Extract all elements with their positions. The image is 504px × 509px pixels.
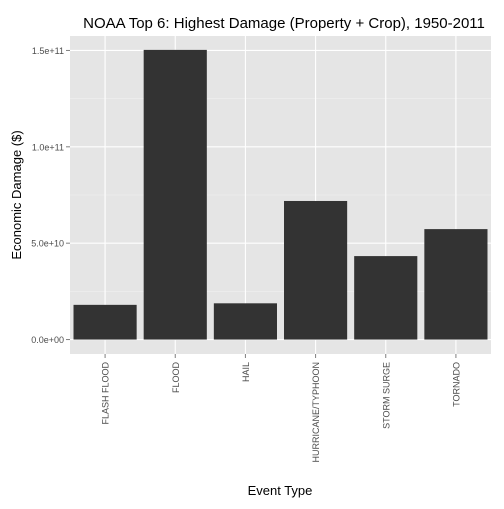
x-tick-label: FLOOD: [171, 362, 181, 394]
x-tick-label: FLASH FLOOD: [101, 362, 111, 425]
bar: [73, 304, 137, 340]
x-tick-label: HAIL: [241, 362, 251, 382]
y-tick-label: 1.0e+11: [32, 142, 64, 152]
bars: [73, 49, 488, 340]
y-tick-label: 5.0e+10: [31, 239, 64, 249]
x-tick-label: HURRICANE/TYPHOON: [311, 362, 321, 463]
bar: [143, 49, 207, 340]
bar: [284, 200, 348, 340]
y-axis: 0.0e+00 5.0e+10 1.0e+11 1.5e+11: [31, 46, 70, 345]
x-tick-label: TORNADO: [451, 362, 461, 407]
bar: [354, 256, 418, 340]
x-axis: FLASH FLOOD FLOOD HAIL HURRICANE/TYPHOON STO…: [101, 354, 461, 463]
chart-title: NOAA Top 6: Highest Damage (Property + C…: [83, 15, 485, 32]
x-tick-label: STORM SURGE: [381, 362, 391, 429]
bar: [213, 303, 277, 340]
bar: [424, 229, 488, 340]
x-axis-label: Event Type: [248, 483, 313, 498]
y-tick-label: 0.0e+00: [31, 335, 64, 345]
gridlines: [70, 36, 491, 354]
y-axis-label: Economic Damage ($): [9, 130, 24, 259]
y-tick-label: 1.5e+11: [32, 46, 64, 56]
